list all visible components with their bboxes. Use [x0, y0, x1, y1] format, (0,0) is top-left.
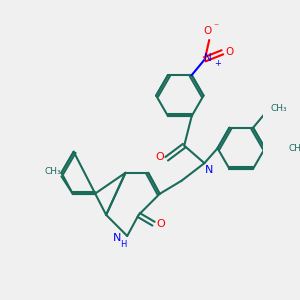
Text: ⁻: ⁻	[214, 23, 219, 33]
Text: CH₃: CH₃	[44, 167, 61, 176]
Text: CH₃: CH₃	[270, 104, 287, 113]
Text: N: N	[205, 165, 213, 175]
Text: O: O	[225, 47, 233, 57]
Text: CH₃: CH₃	[288, 144, 300, 153]
Text: O: O	[155, 152, 164, 162]
Text: O: O	[203, 26, 211, 36]
Text: N: N	[112, 233, 121, 243]
Text: H: H	[120, 240, 126, 249]
Text: O: O	[156, 219, 165, 229]
Text: +: +	[214, 59, 221, 68]
Text: N: N	[205, 53, 212, 63]
